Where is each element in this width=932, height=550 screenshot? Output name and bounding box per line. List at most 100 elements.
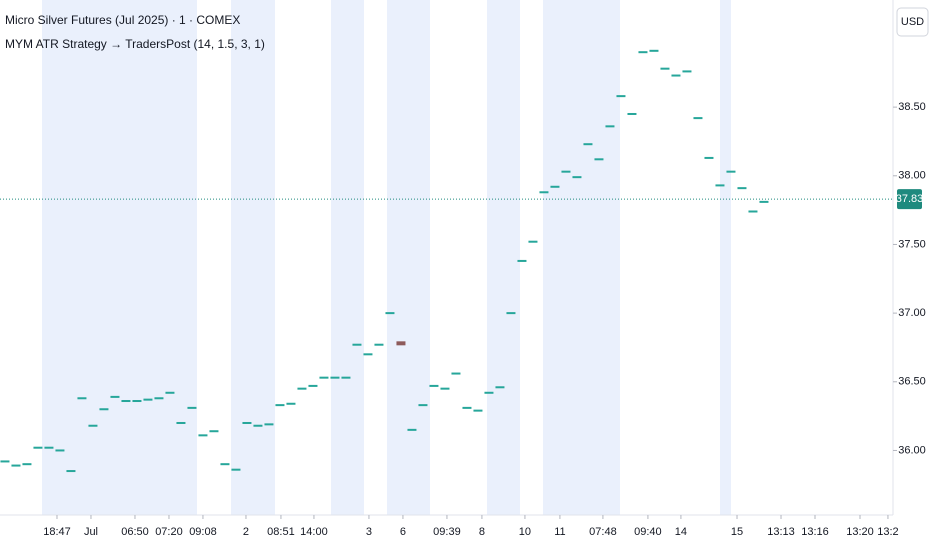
currency-label[interactable]: USD [901,16,924,28]
price-tick [22,463,32,466]
price-tick [440,387,450,390]
price-tick [110,395,120,398]
price-tick [682,70,692,73]
x-tick-label: 06:50 [121,526,149,538]
price-tick [561,170,571,173]
price-tick [66,470,76,473]
y-tick-label: 37.00 [898,307,926,319]
x-tick-label: 11 [554,526,565,538]
y-tick-label: 38.00 [898,170,926,182]
price-tick [473,409,483,412]
x-tick-label: 15 [731,526,743,538]
x-tick-label: 13:20 [846,526,874,538]
price-tick [275,404,285,407]
price-tick [308,384,318,387]
price-tick [176,421,186,424]
price-tick [99,408,109,411]
session-band [331,0,364,515]
indicator-label: MYM ATR Strategy → TradersPost (14, 1.5,… [5,37,265,51]
price-tick [726,170,736,173]
price-tick [407,428,417,431]
price-tick [429,384,439,387]
price-tick [660,67,670,70]
x-tick-label: 09:39 [433,526,461,538]
price-tick [583,143,593,146]
price-tick [231,468,241,471]
x-tick-label: 13:2 [877,526,898,538]
price-tick [396,341,406,346]
price-tick [759,200,769,203]
price-tick [462,406,472,409]
session-band [387,0,430,515]
price-tick [88,424,98,427]
price-tick [495,386,505,389]
price-tick [627,112,637,115]
price-tick [132,400,142,403]
x-tick-label: Jul [84,526,98,538]
price-tick [484,391,494,394]
price-tick [253,424,263,427]
last-price-box [897,189,922,210]
y-tick-label: 37.50 [898,238,926,250]
price-tick [352,343,362,346]
price-tick [649,49,659,52]
price-tick [297,387,307,390]
price-tick [165,391,175,394]
x-tick-label: 3 [366,526,372,538]
session-band [543,0,620,515]
x-tick-label: 07:48 [589,526,617,538]
session-band [42,0,197,515]
price-tick [55,449,65,452]
price-tick [363,353,373,356]
price-tick [693,117,703,120]
x-tick-label: 18:47 [43,526,71,538]
price-tick [594,158,604,161]
x-tick-label: 13:16 [801,526,829,538]
price-tick [550,185,560,188]
x-tick-label: 09:40 [634,526,662,538]
price-tick [451,372,461,375]
price-tick [77,397,87,400]
price-tick [198,434,208,437]
y-tick-label: 36.00 [898,444,926,456]
price-tick [748,210,758,213]
price-tick [121,400,131,403]
currency-button[interactable] [896,7,929,37]
price-tick [319,376,329,379]
x-tick-label: 10 [519,526,531,538]
price-tick [385,312,395,315]
price-tick [737,187,747,190]
price-tick [374,343,384,346]
price-tick [286,402,296,405]
price-tick [715,184,725,187]
price-tick [341,376,351,379]
x-tick-label: 08:51 [267,526,295,538]
price-tick [0,460,10,463]
price-tick [671,74,681,77]
price-tick [704,156,714,159]
price-tick [605,125,615,128]
session-band [231,0,275,515]
last-price-label: 37.83 [896,193,924,205]
x-tick-label: 6 [400,526,406,538]
session-band [487,0,520,515]
price-tick [154,397,164,400]
y-tick-label: 36.50 [898,376,926,388]
x-tick-label: 07:20 [155,526,183,538]
session-bands [42,0,731,515]
price-tick [572,176,582,179]
x-tick-label: 14:00 [300,526,328,538]
price-tick [33,446,43,449]
price-tick [242,421,252,424]
price-tick [539,191,549,194]
chart-title: Micro Silver Futures (Jul 2025) · 1 · CO… [5,13,240,27]
session-band [720,0,731,515]
price-tick [220,463,230,466]
price-tick [187,406,197,409]
x-tick-label: 13:13 [767,526,795,538]
price-tick [209,430,219,433]
price-tick [418,404,428,407]
price-tick [638,51,648,54]
